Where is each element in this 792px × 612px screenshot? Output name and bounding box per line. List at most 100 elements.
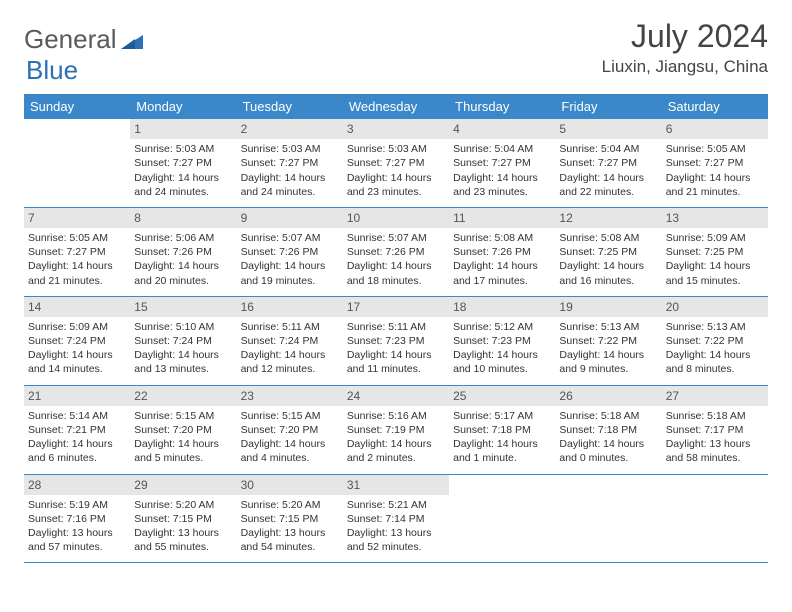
- sunset-text: Sunset: 7:24 PM: [134, 334, 232, 348]
- sunrise-text: Sunrise: 5:15 AM: [134, 409, 232, 423]
- sunset-text: Sunset: 7:26 PM: [347, 245, 445, 259]
- weekday-header: Monday: [130, 94, 236, 119]
- sunrise-text: Sunrise: 5:21 AM: [347, 498, 445, 512]
- weekday-header: Tuesday: [237, 94, 343, 119]
- sunrise-text: Sunrise: 5:03 AM: [241, 142, 339, 156]
- sunset-text: Sunset: 7:14 PM: [347, 512, 445, 526]
- day-number: 21: [24, 386, 130, 406]
- sunrise-text: Sunrise: 5:04 AM: [453, 142, 551, 156]
- day-cell: [24, 119, 130, 207]
- day-number: 28: [24, 475, 130, 495]
- week-row: 21Sunrise: 5:14 AMSunset: 7:21 PMDayligh…: [24, 385, 768, 474]
- day-cell: 29Sunrise: 5:20 AMSunset: 7:15 PMDayligh…: [130, 474, 236, 563]
- day-cell: [449, 474, 555, 563]
- sunrise-text: Sunrise: 5:10 AM: [134, 320, 232, 334]
- sunrise-text: Sunrise: 5:03 AM: [347, 142, 445, 156]
- daylight-text: Daylight: 14 hours: [134, 348, 232, 362]
- daylight-text: and 21 minutes.: [28, 274, 126, 288]
- day-cell: 18Sunrise: 5:12 AMSunset: 7:23 PMDayligh…: [449, 296, 555, 385]
- sunrise-text: Sunrise: 5:04 AM: [559, 142, 657, 156]
- sunset-text: Sunset: 7:27 PM: [666, 156, 764, 170]
- sunrise-text: Sunrise: 5:11 AM: [241, 320, 339, 334]
- day-number: 4: [449, 119, 555, 139]
- week-row: 14Sunrise: 5:09 AMSunset: 7:24 PMDayligh…: [24, 296, 768, 385]
- day-cell: 8Sunrise: 5:06 AMSunset: 7:26 PMDaylight…: [130, 207, 236, 296]
- sunrise-text: Sunrise: 5:11 AM: [347, 320, 445, 334]
- day-number: 20: [662, 297, 768, 317]
- daylight-text: Daylight: 14 hours: [241, 171, 339, 185]
- day-cell: 28Sunrise: 5:19 AMSunset: 7:16 PMDayligh…: [24, 474, 130, 563]
- day-cell: 30Sunrise: 5:20 AMSunset: 7:15 PMDayligh…: [237, 474, 343, 563]
- day-number: 25: [449, 386, 555, 406]
- daylight-text: and 24 minutes.: [134, 185, 232, 199]
- daylight-text: Daylight: 14 hours: [453, 437, 551, 451]
- daylight-text: and 54 minutes.: [241, 540, 339, 554]
- day-cell: 21Sunrise: 5:14 AMSunset: 7:21 PMDayligh…: [24, 385, 130, 474]
- day-cell: 13Sunrise: 5:09 AMSunset: 7:25 PMDayligh…: [662, 207, 768, 296]
- daylight-text: Daylight: 14 hours: [241, 259, 339, 273]
- daylight-text: and 10 minutes.: [453, 362, 551, 376]
- calendar-table: Sunday Monday Tuesday Wednesday Thursday…: [24, 94, 768, 563]
- day-number: 18: [449, 297, 555, 317]
- week-row: 7Sunrise: 5:05 AMSunset: 7:27 PMDaylight…: [24, 207, 768, 296]
- day-number: 26: [555, 386, 661, 406]
- sunset-text: Sunset: 7:20 PM: [241, 423, 339, 437]
- daylight-text: and 9 minutes.: [559, 362, 657, 376]
- sunrise-text: Sunrise: 5:20 AM: [134, 498, 232, 512]
- weekday-header: Thursday: [449, 94, 555, 119]
- month-title: July 2024: [602, 18, 768, 55]
- daylight-text: and 1 minute.: [453, 451, 551, 465]
- daylight-text: and 4 minutes.: [241, 451, 339, 465]
- sunset-text: Sunset: 7:26 PM: [241, 245, 339, 259]
- sunset-text: Sunset: 7:22 PM: [666, 334, 764, 348]
- sunrise-text: Sunrise: 5:14 AM: [28, 409, 126, 423]
- day-number: 7: [24, 208, 130, 228]
- daylight-text: Daylight: 13 hours: [666, 437, 764, 451]
- day-number: 19: [555, 297, 661, 317]
- daylight-text: Daylight: 14 hours: [134, 437, 232, 451]
- sunset-text: Sunset: 7:22 PM: [559, 334, 657, 348]
- daylight-text: Daylight: 13 hours: [134, 526, 232, 540]
- day-number: 3: [343, 119, 449, 139]
- day-cell: 23 Sunrise: 5:15 AMSunset: 7:20 PMDayligh…: [237, 385, 343, 474]
- day-number: 5: [555, 119, 661, 139]
- daylight-text: Daylight: 14 hours: [347, 259, 445, 273]
- day-number: 12: [555, 208, 661, 228]
- logo: General: [24, 18, 145, 55]
- day-cell: 10Sunrise: 5:07 AMSunset: 7:26 PMDayligh…: [343, 207, 449, 296]
- daylight-text: Daylight: 14 hours: [453, 171, 551, 185]
- daylight-text: and 20 minutes.: [134, 274, 232, 288]
- sunrise-text: Sunrise: 5:08 AM: [559, 231, 657, 245]
- sunset-text: Sunset: 7:25 PM: [559, 245, 657, 259]
- sunrise-text: Sunrise: 5:19 AM: [28, 498, 126, 512]
- sunset-text: Sunset: 7:24 PM: [28, 334, 126, 348]
- sunrise-text: Sunrise: 5:08 AM: [453, 231, 551, 245]
- daylight-text: Daylight: 14 hours: [559, 259, 657, 273]
- daylight-text: and 52 minutes.: [347, 540, 445, 554]
- sunset-text: Sunset: 7:27 PM: [453, 156, 551, 170]
- location: Liuxin, Jiangsu, China: [602, 57, 768, 77]
- sunrise-text: Sunrise: 5:15 AM: [241, 409, 339, 423]
- day-number: 2: [237, 119, 343, 139]
- daylight-text: Daylight: 14 hours: [559, 171, 657, 185]
- sunset-text: Sunset: 7:24 PM: [241, 334, 339, 348]
- daylight-text: and 58 minutes.: [666, 451, 764, 465]
- day-cell: 5 Sunrise: 5:04 AMSunset: 7:27 PMDaylight…: [555, 119, 661, 207]
- daylight-text: Daylight: 14 hours: [134, 259, 232, 273]
- day-number: 9: [237, 208, 343, 228]
- sunset-text: Sunset: 7:26 PM: [453, 245, 551, 259]
- daylight-text: Daylight: 14 hours: [347, 437, 445, 451]
- daylight-text: Daylight: 14 hours: [559, 348, 657, 362]
- daylight-text: and 19 minutes.: [241, 274, 339, 288]
- day-number: 16: [237, 297, 343, 317]
- daylight-text: Daylight: 14 hours: [241, 437, 339, 451]
- sunrise-text: Sunrise: 5:09 AM: [666, 231, 764, 245]
- daylight-text: and 16 minutes.: [559, 274, 657, 288]
- day-cell: 7Sunrise: 5:05 AMSunset: 7:27 PMDaylight…: [24, 207, 130, 296]
- sunrise-text: Sunrise: 5:18 AM: [559, 409, 657, 423]
- sunrise-text: Sunrise: 5:18 AM: [666, 409, 764, 423]
- sunset-text: Sunset: 7:16 PM: [28, 512, 126, 526]
- daylight-text: and 23 minutes.: [453, 185, 551, 199]
- sunset-text: Sunset: 7:27 PM: [559, 156, 657, 170]
- day-number: 23: [237, 386, 343, 406]
